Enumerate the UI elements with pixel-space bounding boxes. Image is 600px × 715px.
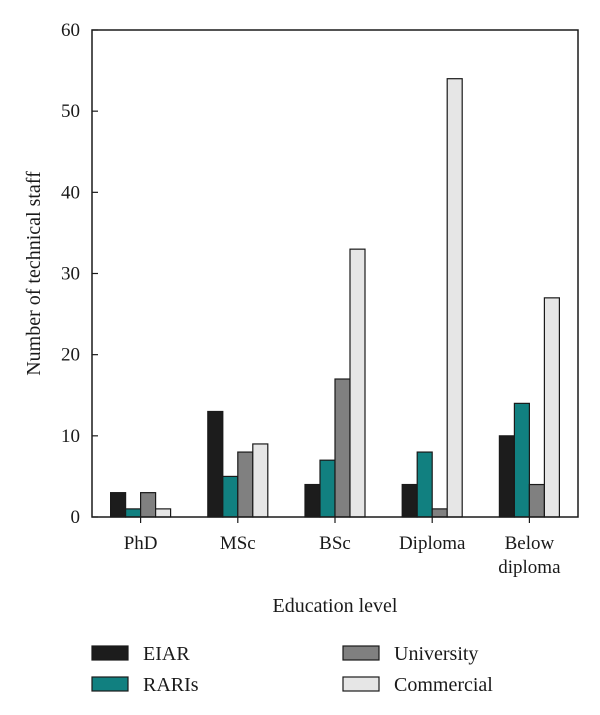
x-tick-label: PhD bbox=[124, 533, 158, 554]
x-tick-label: diploma bbox=[498, 557, 561, 578]
bar-university-2 bbox=[334, 378, 351, 518]
legend: EIAR RARIs University Commercial bbox=[91, 643, 493, 696]
y-tick-label: 40 bbox=[61, 182, 80, 203]
bar-eiar-1 bbox=[207, 410, 224, 518]
legend-swatch-raris bbox=[91, 676, 129, 692]
y-axis-title: Number of technical staff bbox=[23, 171, 45, 376]
bar-commercial-1 bbox=[252, 443, 269, 518]
bar-eiar-2 bbox=[304, 483, 321, 518]
bars bbox=[109, 78, 561, 518]
legend-swatch-eiar bbox=[91, 645, 129, 661]
bar-raris-4 bbox=[513, 402, 531, 518]
x-axis-title: Education level bbox=[273, 595, 398, 617]
bar-raris-1 bbox=[222, 475, 239, 518]
legend-label-commercial: Commercial bbox=[394, 674, 493, 696]
bar-university-3 bbox=[431, 508, 448, 518]
bar-university-1 bbox=[237, 451, 254, 518]
bar-eiar-3 bbox=[401, 483, 418, 518]
x-tick-label: Below bbox=[505, 533, 555, 554]
bar-commercial-2 bbox=[349, 248, 366, 518]
x-tick-label: BSc bbox=[319, 533, 351, 554]
legend-label-raris: RARIs bbox=[143, 674, 199, 696]
bar-eiar-0 bbox=[109, 492, 127, 518]
legend-swatch-commercial bbox=[342, 676, 380, 692]
x-tick-label: Diploma bbox=[399, 533, 466, 554]
bar-university-0 bbox=[140, 492, 157, 518]
y-tick-label: 30 bbox=[61, 264, 80, 285]
y-tick-label: 10 bbox=[61, 426, 80, 447]
plot-frame bbox=[91, 29, 579, 518]
y-tick-label: 60 bbox=[61, 20, 80, 41]
legend-label-eiar: EIAR bbox=[143, 643, 190, 665]
legend-swatch-university bbox=[342, 645, 380, 661]
bar-raris-3 bbox=[416, 451, 433, 518]
bar-commercial-4 bbox=[543, 297, 561, 518]
y-tick-label: 20 bbox=[61, 345, 80, 366]
bar-raris-2 bbox=[319, 459, 336, 518]
bar-university-4 bbox=[528, 483, 546, 518]
bar-eiar-4 bbox=[498, 435, 515, 518]
y-axis: 0 10 20 30 40 50 60 bbox=[61, 20, 98, 528]
x-axis: PhD MSc BSc Diploma Below diploma bbox=[124, 517, 561, 578]
legend-label-university: University bbox=[394, 643, 478, 665]
y-tick-label: 0 bbox=[71, 507, 81, 528]
bar-commercial-0 bbox=[155, 508, 172, 518]
bar-raris-0 bbox=[124, 508, 142, 518]
x-tick-label: MSc bbox=[220, 533, 256, 554]
y-tick-label: 50 bbox=[61, 101, 80, 122]
bar-commercial-3 bbox=[446, 78, 463, 518]
